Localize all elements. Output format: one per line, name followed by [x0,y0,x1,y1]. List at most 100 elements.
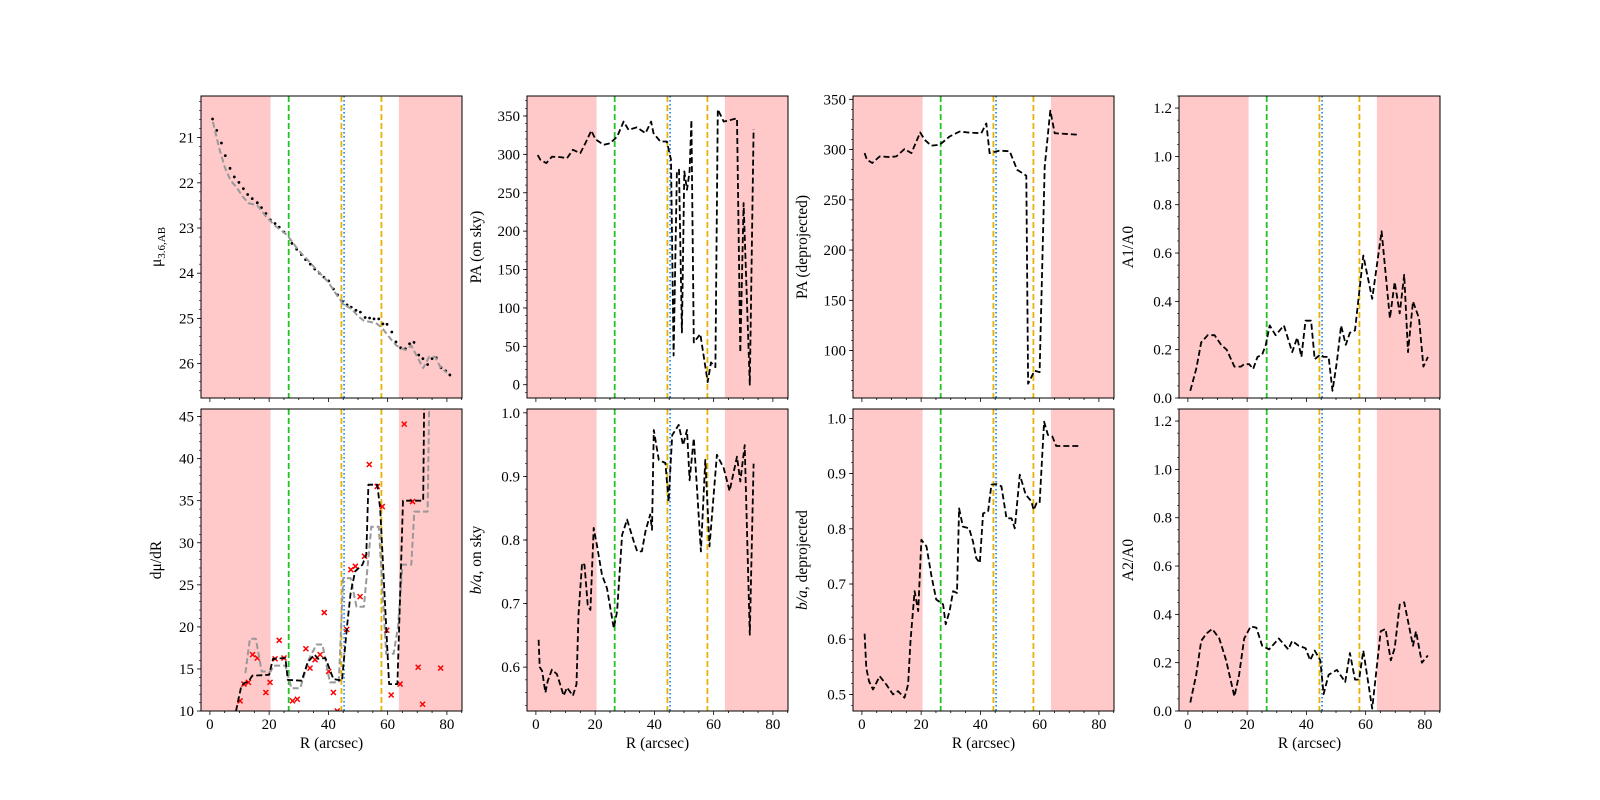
y-tick-label: 0.6 [1153,246,1172,262]
y-tick-label: 23 [179,221,194,237]
x-marker [276,637,283,644]
y-tick-label: 25 [179,578,194,594]
data-point [273,222,277,225]
smoothed-gray [244,409,431,690]
y-tick-label: 26 [179,357,195,373]
panel-ba-deproj: 0 20 40 60 80 R (arcsec) 0.5 0.6 0.7 0.8 0.9 1.0 b/a… [794,408,1115,752]
shaded-region [1179,409,1249,711]
x-tick-label: 80 [765,717,780,733]
data-point [246,193,250,196]
pa-sky-line [536,108,755,386]
y-tick-label: 0.0 [1153,391,1172,407]
y-axis-label: μ3.6,AB [148,227,168,267]
y-axis-label: A2/A0 [1120,539,1137,581]
a1-line [1189,230,1429,392]
plot-area [853,96,1114,398]
data-point [417,353,421,357]
x-tick-label: 80 [1091,717,1106,733]
shaded-region [527,409,597,711]
panel-mu: 21 22 23 24 25 26 μ3.6,AB [148,95,463,402]
y-axis-label: A1/A0 [1120,226,1137,268]
shaded-region [1050,96,1114,398]
y-tick-label: 15 [179,662,194,678]
y-tick-label: 40 [179,452,194,468]
x-tick-label: 40 [321,717,336,733]
data-point [368,316,371,320]
y-tick-label: 50 [505,339,520,355]
y-label-rest: , on sky [468,526,485,575]
y-tick-label: 10 [179,704,194,720]
x-tick-label: 80 [1417,717,1432,733]
y-label-main: μ [148,259,165,267]
shaded-region [1376,96,1440,398]
data-point [448,373,452,377]
shaded-region [724,96,788,398]
y-tick-label: 25 [179,311,194,327]
y-tick-label: 300 [824,143,847,159]
y-axis-label: PA (on sky) [468,211,485,284]
shaded-region [398,409,462,711]
x-marker [388,691,395,699]
data-point [250,197,254,201]
plot-area [853,409,1114,711]
y-tick-label: 0.7 [501,597,520,613]
y-tick-label: 1.2 [1153,414,1172,430]
data-point [241,187,245,191]
data-point [426,363,430,366]
y-tick-label: 0.6 [1153,559,1172,575]
y-tick-label: 100 [498,301,521,317]
x-tick-label: 60 [1032,717,1047,733]
x-tick-label: 20 [1240,717,1255,733]
shaded-region [853,409,923,711]
y-tick-label: 0.0 [1153,704,1172,720]
y-tick-label: 0.8 [501,533,520,549]
x-marker [334,707,341,711]
y-tick-label: 200 [824,243,847,259]
pa-deproj-line [863,109,1080,385]
plot-area [527,96,788,398]
x-marker [262,689,269,696]
y-tick-label: 45 [179,410,194,426]
data-point [372,317,376,321]
data-point [290,241,294,245]
data-point [408,342,411,346]
data-point [354,308,358,312]
smoothed-black [235,409,425,711]
data-point [363,316,367,319]
x-marker [302,645,309,652]
data-point [412,340,416,344]
x-tick-label: 60 [1358,717,1373,733]
panel-dmu: 0 20 40 60 80 R (arcsec) 10 15 20 25 30 35 40 45 dμ/dR [148,408,463,752]
y-tick-label: 35 [179,494,194,510]
x-tick-label: 0 [1184,717,1192,733]
panel-ba-sky: 0 20 40 60 80 R (arcsec) 0.6 0.7 0.8 0.9 1.0 b/a, o… [468,406,789,752]
axes-frame [200,408,463,712]
y-tick-label: 0.2 [1153,656,1172,672]
y-tick-label: 150 [824,293,847,309]
y-tick-label: 1.2 [1153,101,1172,117]
shaded-region [724,409,788,711]
x-tick-label: 20 [914,717,929,733]
data-point [358,310,362,314]
plot-area [1179,409,1440,711]
data-point [255,201,259,205]
x-axis-label: R (arcsec) [952,735,1015,752]
x-tick-label: 20 [262,717,277,733]
x-marker [289,697,296,704]
panel-a1: 0.0 0.2 0.4 0.6 0.8 1.0 1.2 A1/A0 [1120,95,1441,407]
x-marker [245,679,252,686]
y-tick-label: 350 [824,92,847,108]
data-point [223,154,227,158]
y-tick-label: 0.9 [827,467,846,483]
y-label-subscript: 3.6,AB [156,227,168,259]
data-point [211,117,214,121]
y-label-main: A2/A0 [1120,539,1137,581]
y-tick-label: 300 [498,147,521,163]
y-tick-label: 1.0 [827,411,846,427]
y-tick-label: 0.6 [501,660,520,676]
y-label-main: PA (deprojected) [794,195,811,299]
x-marker [357,593,364,600]
x-tick-label: 0 [858,717,866,733]
